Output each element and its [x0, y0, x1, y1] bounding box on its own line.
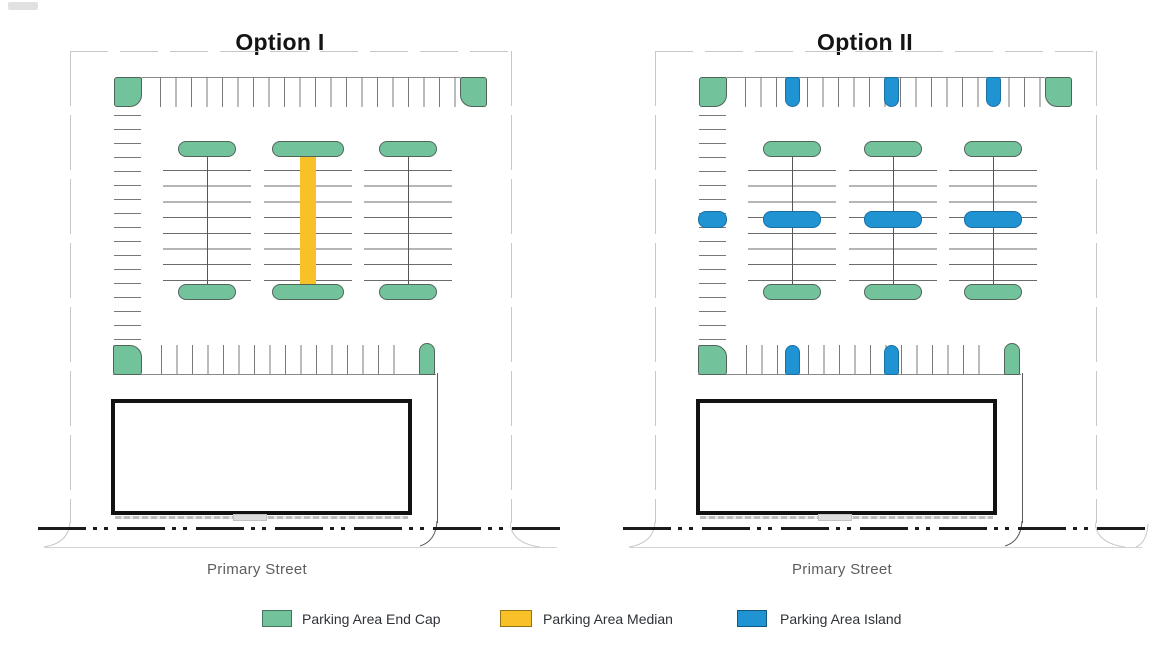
end-cap — [272, 141, 344, 157]
legend-label-median: Parking Area Median — [543, 611, 673, 627]
end-cap — [698, 345, 727, 375]
parking-module — [748, 141, 836, 300]
building-entry-tab — [818, 514, 852, 521]
boundary-flare — [629, 522, 656, 548]
parking-island — [964, 211, 1022, 228]
option-1-diagram: Option I — [38, 29, 565, 578]
site-boundary-right — [511, 51, 512, 523]
parking-island — [986, 77, 1001, 107]
end-cap — [178, 284, 236, 300]
sidewalk-line — [44, 547, 557, 548]
parking-island — [785, 345, 800, 375]
parking-island — [698, 211, 727, 228]
parking-island — [884, 77, 899, 107]
driveway-edge — [1022, 373, 1023, 523]
parking-module — [364, 141, 452, 300]
legend-swatch-median — [500, 610, 532, 627]
scan-artifact — [8, 2, 38, 10]
parking-median — [300, 156, 316, 284]
legend-swatch-end-cap — [262, 610, 292, 627]
end-cap — [113, 345, 142, 375]
end-cap — [114, 77, 142, 107]
driveway-flare — [1005, 521, 1023, 547]
module-center-line — [408, 155, 409, 285]
boundary-flare — [510, 522, 541, 548]
parking-space-ticks — [161, 345, 409, 374]
sidewalk-line — [629, 547, 1142, 548]
parking-row-rail — [113, 374, 436, 375]
site-boundary-top — [70, 51, 511, 52]
legend-label-island: Parking Area Island — [780, 611, 902, 627]
parking-module — [264, 141, 352, 300]
end-cap — [379, 284, 437, 300]
parking-space-ticks — [746, 345, 994, 374]
boundary-flare — [44, 522, 71, 548]
end-cap — [699, 77, 727, 107]
option-1-title: Option I — [235, 29, 325, 56]
street-label: Primary Street — [206, 561, 308, 578]
driveway-edge — [437, 373, 438, 523]
site-boundary-right — [1096, 51, 1097, 523]
boundary-flare — [1095, 522, 1126, 548]
legend-swatch-island — [737, 610, 767, 627]
legend-label-end-cap: Parking Area End Cap — [302, 611, 441, 627]
building-footprint — [111, 399, 412, 515]
parking-space-ticks — [160, 77, 457, 107]
option-2-title: Option II — [817, 29, 913, 56]
end-cap — [763, 141, 821, 157]
parking-module — [163, 141, 251, 300]
parking-island — [884, 345, 899, 375]
parking-module — [949, 141, 1037, 300]
building-footprint — [696, 399, 997, 515]
street-centerline — [623, 527, 1149, 530]
option-2-diagram: Option II — [585, 0, 1149, 648]
driveway-flare — [420, 521, 438, 547]
end-cap — [419, 343, 435, 375]
parking-row-rail — [698, 374, 1021, 375]
site-boundary-left — [655, 51, 656, 523]
end-cap — [964, 141, 1022, 157]
street-centerline — [38, 527, 565, 530]
end-cap — [964, 284, 1022, 300]
parking-island — [785, 77, 800, 107]
street-label: Primary Street — [791, 561, 893, 578]
building-entry-tab — [233, 514, 267, 521]
end-cap — [272, 284, 344, 300]
end-cap — [379, 141, 437, 157]
site-boundary-top — [655, 51, 1096, 52]
end-cap — [1045, 77, 1072, 107]
parking-module — [849, 141, 937, 300]
end-cap — [763, 284, 821, 300]
parking-island — [763, 211, 821, 228]
module-center-line — [207, 155, 208, 285]
end-cap — [864, 284, 922, 300]
end-cap — [864, 141, 922, 157]
parking-space-ticks — [114, 115, 141, 340]
end-cap — [460, 77, 487, 107]
parking-island — [864, 211, 922, 228]
boundary-flare-partial — [1136, 524, 1149, 548]
site-boundary-left — [70, 51, 71, 523]
end-cap — [178, 141, 236, 157]
end-cap — [1004, 343, 1020, 375]
